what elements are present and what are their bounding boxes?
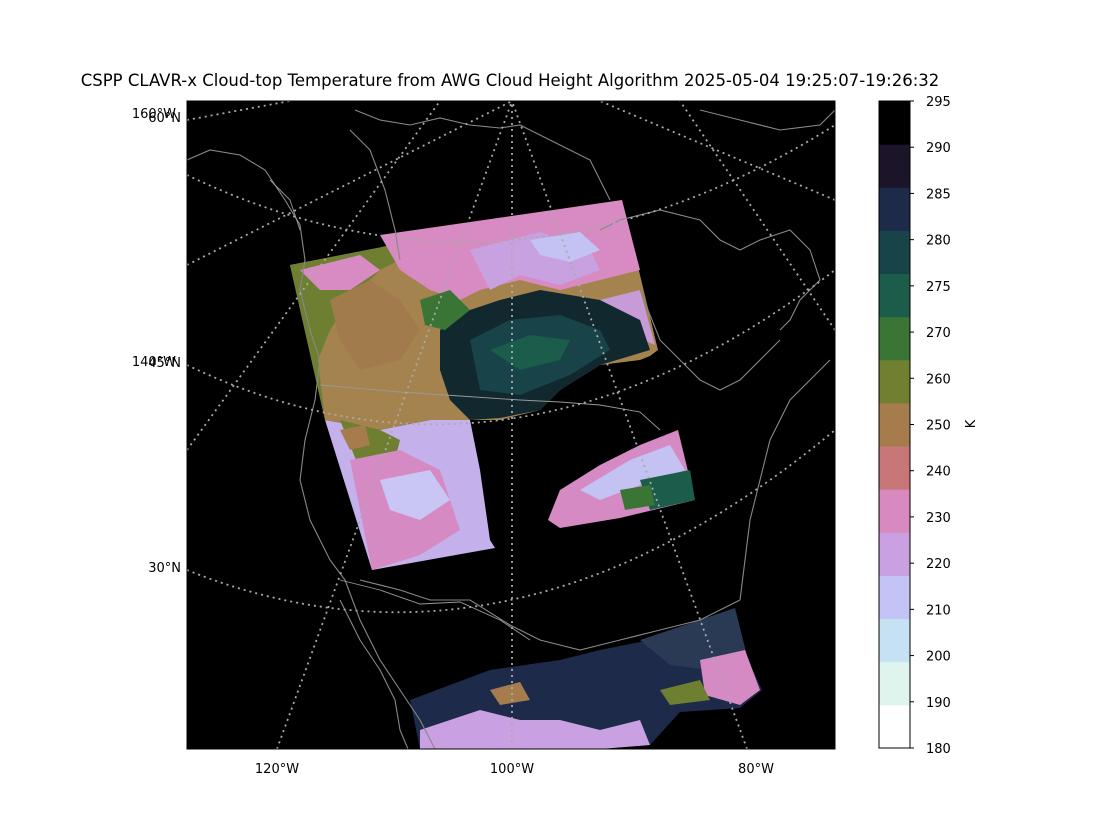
longitude-labels: 120°W 100°W 80°W: [255, 762, 774, 777]
colorbar-segment: [879, 446, 910, 490]
colorbar-tick-label: 295: [926, 95, 951, 110]
coastlines: [187, 109, 835, 749]
lon-label-100w: 100°W: [490, 762, 534, 777]
colorbar-tick-label: 240: [926, 465, 951, 480]
colorbar-tick-label: 275: [926, 280, 951, 295]
colorbar-tick-label: 210: [926, 603, 951, 618]
latitude-labels: 60°N 160°W 45°N 140°W 30°N: [132, 107, 181, 576]
colorbar-tick-label: 250: [926, 419, 951, 434]
colorbar-segment: [879, 316, 910, 361]
colorbar-segment: [879, 489, 910, 533]
colorbar-segment: [879, 273, 910, 318]
lat-label-30n: 30°N: [148, 561, 181, 576]
colorbar-segment: [879, 402, 910, 447]
satellite-swath-east-band: [548, 430, 695, 528]
colorbar-segment: [879, 575, 910, 620]
satellite-swath-south: [325, 420, 495, 570]
lon-label-140w: 140°W: [132, 355, 176, 370]
colorbar-segment: [879, 187, 910, 231]
figure-title: CSPP CLAVR-x Cloud-top Temperature from …: [81, 71, 940, 90]
colorbar-tick-label: 285: [926, 187, 951, 202]
satellite-swath-north: [290, 200, 658, 430]
colorbar-tick-label: 270: [926, 326, 951, 341]
colorbar-tick-label: 190: [926, 696, 951, 711]
country-borders: [269, 179, 661, 641]
lon-label-160w: 160°W: [132, 107, 176, 122]
colorbar-tick-label: 260: [926, 372, 951, 387]
lat-label-45n: 45°N: [148, 356, 181, 371]
colorbar-tick-label: 290: [926, 141, 951, 156]
colorbar-segment: [879, 532, 910, 576]
colorbar-segment: [879, 359, 910, 404]
gridlines: [187, 101, 835, 749]
colorbar-tick-label: 280: [926, 234, 951, 249]
lat-label-60n: 60°N: [148, 111, 181, 126]
colorbar-tick-label: 230: [926, 511, 951, 526]
colorbar: 180 190 200 210 220 230 240 250 260 270 275 280 285 2…: [878, 95, 951, 757]
satellite-swath-gulf: [410, 608, 762, 749]
colorbar-segment: [879, 230, 910, 275]
map-frame: [186, 100, 836, 750]
colorbar-segment: [879, 618, 910, 663]
colorbar-tick-label: 180: [926, 742, 951, 757]
lon-label-120w: 120°W: [255, 762, 299, 777]
colorbar-segment: [879, 101, 910, 145]
map-panel: [186, 100, 836, 750]
colorbar-tick-label: 200: [926, 650, 951, 665]
colorbar-segment: [879, 704, 910, 749]
colorbar-segment: [879, 661, 910, 706]
colorbar-segment: [879, 144, 910, 188]
lon-label-80w: 80°W: [738, 762, 774, 777]
colorbar-tick-label: 220: [926, 557, 951, 572]
colorbar-label: K: [964, 419, 979, 428]
